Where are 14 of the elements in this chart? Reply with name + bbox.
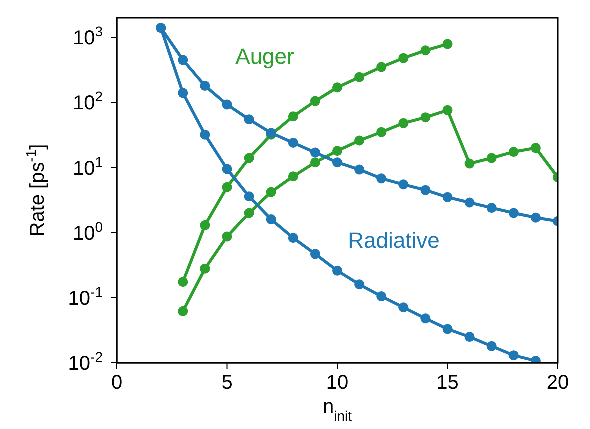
- x-tick-label: 5: [222, 372, 233, 394]
- x-tick-label: 20: [546, 372, 570, 394]
- y-tick-label: 10$^{1}$: [72, 154, 104, 180]
- y-tick-label: 10$^{-2}$: [68, 349, 104, 375]
- x-tick-label: 0: [111, 372, 123, 394]
- series-label: Auger: [236, 44, 294, 69]
- y-tick-label: 10$^{0}$: [72, 218, 104, 245]
- y-tick-label: 10$^{-1}$: [68, 284, 104, 310]
- x-tick-label: 15: [436, 372, 459, 394]
- series-label: Radiative: [348, 228, 440, 253]
- x-tick-label: 10: [326, 372, 349, 394]
- x-axis-title: n$_{init}$: [322, 396, 352, 424]
- y-tick-label: 10$^{2}$: [72, 88, 104, 115]
- y-tick-label: 10$^{3}$: [72, 24, 104, 50]
